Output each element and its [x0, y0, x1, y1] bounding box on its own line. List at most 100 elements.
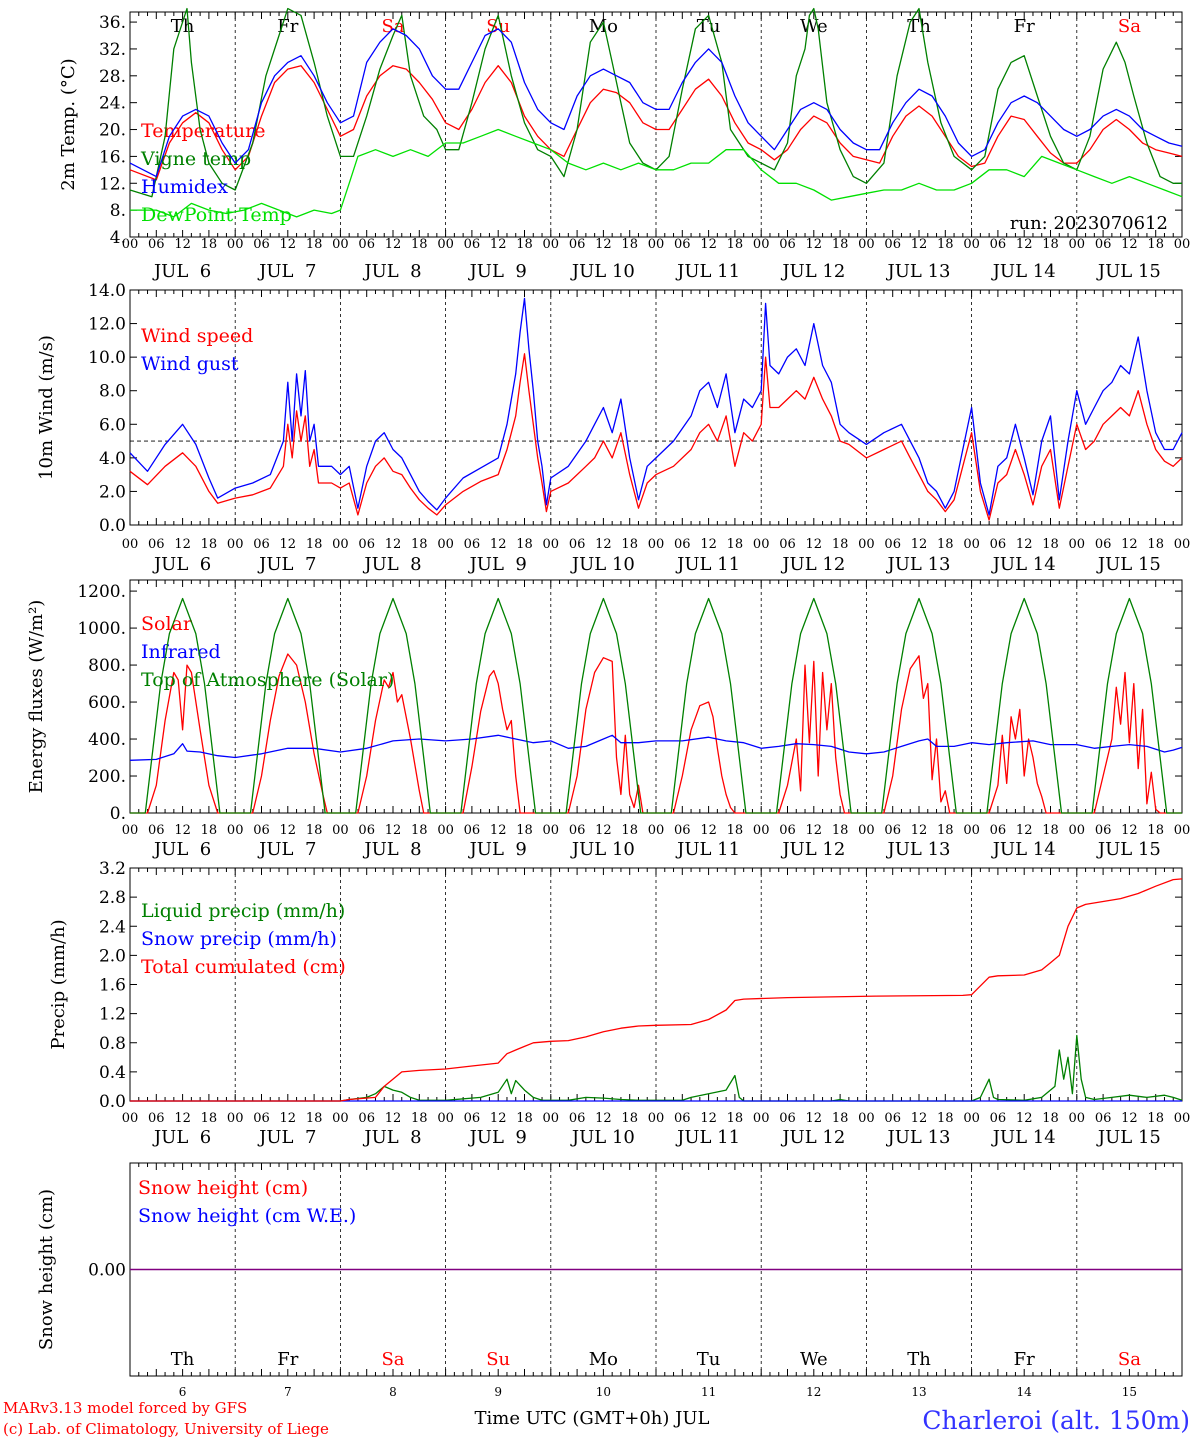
legend-entry: Temperature — [141, 120, 265, 142]
temperature-plot: 00 06 12 18 00 06 12 18 00 06 12 18 00 06 12 18 00 06 12 18… — [58, 7, 1190, 282]
hour-tick-label: 00 — [963, 1111, 980, 1126]
legend-entry: Vigne temp — [140, 148, 251, 170]
energy-panel: 00 06 12 18 00 06 12 18 00 06 12 18 00 06 12 18 00 06 12 18… — [26, 579, 1191, 860]
footer: MARv3.13 model forced by GFS (c) Lab. of… — [3, 1399, 1190, 1438]
hour-tick-label: 06 — [674, 823, 691, 838]
hour-tick-label: 18 — [727, 537, 744, 552]
hour-tick-label: 18 — [201, 823, 218, 838]
hour-tick-label: 00 — [122, 1111, 139, 1126]
date-label: JUL 6 — [152, 839, 211, 860]
hour-tick-label: 00 — [753, 823, 770, 838]
hour-tick-label: 12 — [490, 237, 507, 252]
hour-tick-label: 00 — [543, 237, 560, 252]
hour-tick-label: 00 — [858, 237, 875, 252]
y-tick-label: 2.4 — [99, 917, 126, 937]
day-number-label: 6 — [179, 1385, 187, 1399]
hour-tick-label: 12 — [700, 823, 717, 838]
hour-tick-label: 12 — [490, 537, 507, 552]
hour-tick-label: 18 — [832, 1111, 849, 1126]
hour-tick-label: 18 — [201, 1111, 218, 1126]
hour-tick-label: 06 — [464, 537, 481, 552]
hour-tick-label: 12 — [806, 537, 823, 552]
y-tick-label: 0.0 — [99, 1092, 126, 1112]
date-label: JUL 14 — [991, 1127, 1056, 1148]
hour-tick-label: 00 — [332, 1111, 349, 1126]
hour-tick-label: 06 — [464, 1111, 481, 1126]
hour-tick-label: 12 — [595, 823, 612, 838]
hour-tick-label: 06 — [779, 237, 796, 252]
hour-tick-label: 12 — [700, 537, 717, 552]
date-label: JUL 15 — [1096, 1127, 1161, 1148]
legend-entry: Snow precip (mm/h) — [141, 928, 337, 950]
hour-tick-label: 18 — [306, 537, 323, 552]
hour-tick-label: 06 — [148, 1111, 165, 1126]
hour-tick-label: 06 — [779, 823, 796, 838]
hour-tick-label: 06 — [884, 1111, 901, 1126]
hour-tick-label: 12 — [911, 237, 928, 252]
hour-tick-label: 18 — [937, 1111, 954, 1126]
hour-tick-label: 18 — [516, 237, 533, 252]
hour-tick-label: 18 — [1147, 537, 1164, 552]
y-tick-label: 32. — [99, 40, 126, 60]
hour-tick-label: 12 — [595, 1111, 612, 1126]
weekday-label: Fr — [1014, 1349, 1035, 1370]
hour-tick-label: 18 — [306, 1111, 323, 1126]
hour-tick-label: 18 — [621, 537, 638, 552]
weekday-label: Fr — [277, 16, 298, 37]
hour-tick-label: 00 — [753, 537, 770, 552]
hour-tick-label: 12 — [1121, 237, 1138, 252]
hour-tick-label: 00 — [122, 237, 139, 252]
hour-tick-label: 12 — [1016, 537, 1033, 552]
hour-tick-label: 06 — [148, 823, 165, 838]
y-tick-label: 400. — [88, 730, 126, 750]
date-label: JUL 11 — [675, 1127, 740, 1148]
snow-panel: Th Fr Sa Su Mo Tu We Th Fr Sa 6 7 8 9 10 11 12 13 14 15 Snow… — [36, 1162, 1183, 1399]
hour-tick-label: 18 — [1147, 823, 1164, 838]
hour-tick-label: 00 — [437, 823, 454, 838]
hour-tick-label: 18 — [411, 1111, 428, 1126]
y-tick-label: 3.2 — [99, 859, 126, 879]
date-label: JUL 13 — [886, 261, 951, 282]
hour-tick-label: 00 — [437, 237, 454, 252]
hour-tick-label: 00 — [122, 823, 139, 838]
date-label: JUL 6 — [152, 261, 211, 282]
date-label: JUL 7 — [257, 839, 316, 860]
hour-tick-label: 00 — [227, 1111, 244, 1126]
hour-tick-label: 00 — [332, 823, 349, 838]
y-tick-label: 20. — [99, 121, 126, 141]
hour-tick-label: 00 — [227, 537, 244, 552]
hour-tick-label: 12 — [911, 537, 928, 552]
hour-tick-label: 00 — [437, 537, 454, 552]
hour-tick-label: 12 — [700, 1111, 717, 1126]
weekday-label: Th — [907, 1349, 931, 1370]
legend-entry: Snow height (cm) — [138, 1177, 308, 1199]
legend-entry: Snow height (cm W.E.) — [138, 1205, 356, 1227]
y-tick-label: 2.0 — [99, 946, 126, 966]
hour-tick-label: 12 — [911, 823, 928, 838]
hour-tick-label: 18 — [516, 823, 533, 838]
hour-tick-label: 12 — [806, 1111, 823, 1126]
hour-tick-label: 06 — [148, 237, 165, 252]
weekday-label: Th — [171, 1349, 195, 1370]
y-tick-label: 8.0 — [99, 382, 126, 402]
hour-tick-label: 12 — [1121, 823, 1138, 838]
y-tick-label: 0.00 — [88, 1261, 126, 1281]
hour-tick-label: 00 — [648, 1111, 665, 1126]
hour-tick-label: 18 — [306, 823, 323, 838]
hour-tick-label: 12 — [174, 537, 191, 552]
date-label: JUL 9 — [468, 1127, 527, 1148]
hour-tick-label: 18 — [411, 237, 428, 252]
series-line-total-cumulated-cm — [130, 878, 1183, 1102]
weekday-label: Fr — [1014, 16, 1035, 37]
hour-tick-label: 06 — [990, 237, 1007, 252]
y-axis-label: Energy fluxes (W/m²) — [26, 600, 47, 794]
plot-frame — [129, 289, 1183, 526]
hour-tick-label: 00 — [1174, 823, 1191, 838]
hour-tick-label: 18 — [937, 237, 954, 252]
day-number-label: 15 — [1122, 1385, 1137, 1399]
date-label: JUL 14 — [991, 261, 1056, 282]
hour-tick-label: 12 — [385, 537, 402, 552]
hour-tick-label: 06 — [884, 537, 901, 552]
hour-tick-label: 18 — [621, 237, 638, 252]
hour-tick-label: 12 — [1016, 823, 1033, 838]
